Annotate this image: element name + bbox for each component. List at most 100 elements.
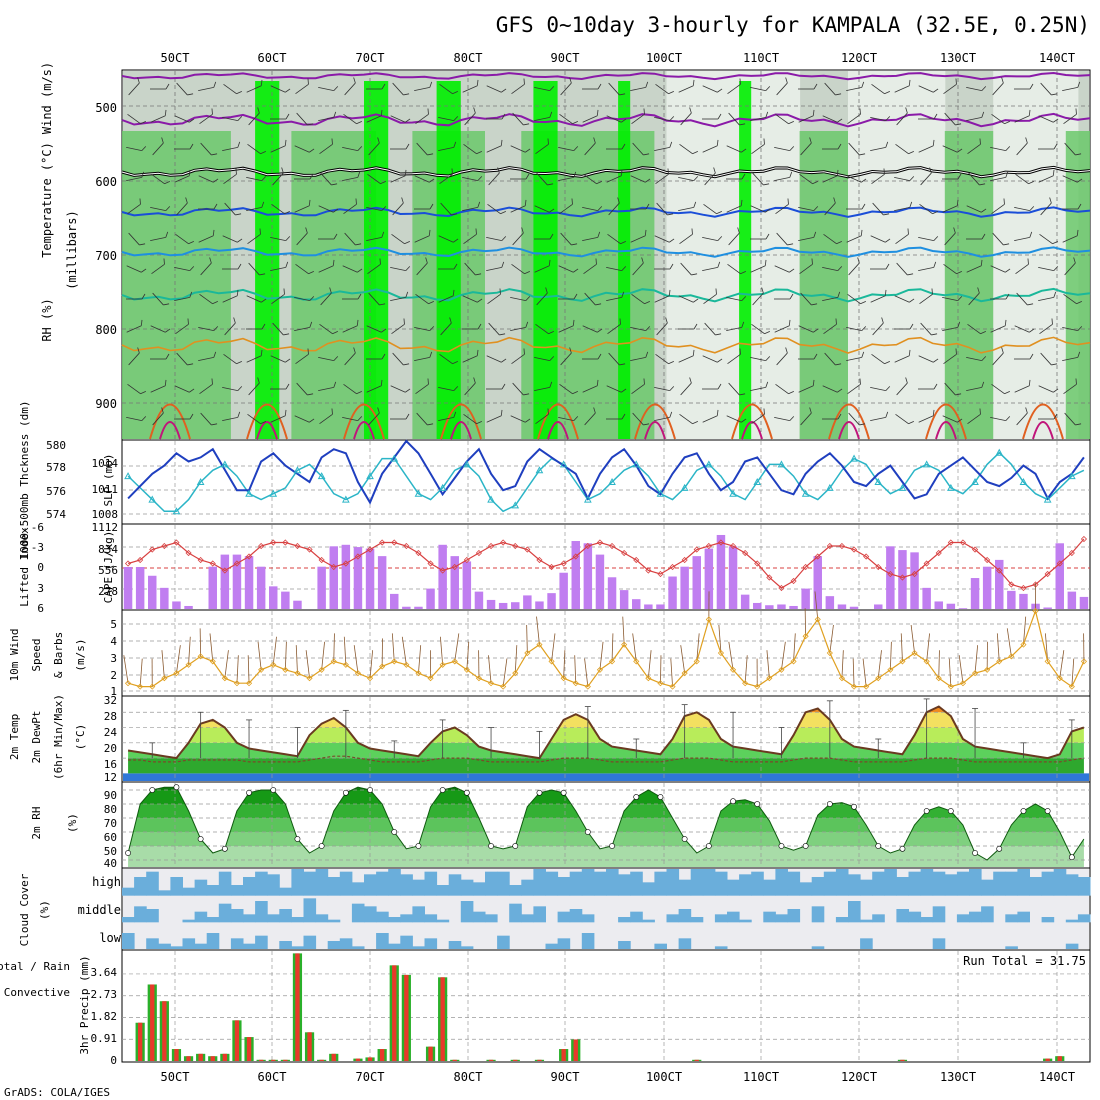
isotherm-30: [1032, 421, 1054, 440]
wind-barb: [391, 233, 410, 245]
wind-barb: [750, 356, 771, 362]
wind10m-barb: [502, 658, 508, 687]
cloud-cover-bar: [255, 901, 268, 923]
cloud-cover-bar: [690, 917, 704, 923]
cloud-cover-bar: [243, 914, 256, 923]
wind-barb: [870, 411, 889, 422]
wind-speed-point: [161, 675, 168, 682]
rh2m-point: [584, 829, 591, 835]
wind-speed-point: [137, 683, 144, 690]
wind-barb: [1040, 197, 1052, 216]
wind-speed-point: [681, 670, 688, 677]
cloud-cover-bar: [170, 946, 183, 949]
wind-barb: [990, 416, 1011, 422]
wind-barb: [487, 203, 506, 215]
wind-barb: [1038, 385, 1059, 393]
wind-barb: [942, 415, 963, 423]
wind-barb: [822, 115, 843, 123]
wind-barb: [774, 146, 795, 152]
wind-barb: [752, 172, 770, 186]
wind10m-label-3: & Barbs: [52, 632, 65, 678]
wind-barb: [608, 352, 626, 366]
cloud-cover-bar: [194, 943, 208, 949]
cape-bar: [801, 588, 810, 609]
wind-barb: [750, 86, 771, 92]
precip-convective-bar: [295, 953, 300, 1061]
wind-barb: [894, 176, 915, 182]
wind10m-ylabels: 10m Wind Speed & Barbs (m/s): [8, 629, 87, 682]
wind10m-barb: [1071, 658, 1075, 687]
cloud-cover-bar: [303, 898, 317, 923]
precip-tick: 3.64: [91, 966, 118, 979]
precip-units: 3hr Precip (mm): [78, 955, 91, 1054]
cloud-cover-bar: [1005, 871, 1018, 896]
wind-barb: [150, 109, 167, 123]
cloud-cover-bar: [1005, 946, 1018, 949]
cloud-cover-bar: [460, 901, 474, 923]
rh2m-point: [342, 789, 349, 796]
wind-speed-point: [1056, 675, 1063, 682]
temp-tick: 20: [104, 742, 117, 755]
cape-bar: [559, 572, 568, 609]
rh2m-point: [488, 843, 494, 849]
cloud-cover-bar: [485, 914, 498, 923]
wind-speed-point: [197, 653, 204, 660]
li-point: [802, 563, 809, 571]
precip-convective-bar: [186, 1056, 191, 1061]
cloud-cover-bar: [956, 914, 970, 923]
rh2m-point: [754, 801, 761, 807]
temp2m-label-1: 2m Temp: [8, 714, 21, 760]
li-point: [790, 577, 797, 585]
wind-barb: [702, 113, 722, 120]
li-point: [850, 546, 858, 553]
rh2m-ylabels: 2m RH (%): [30, 806, 79, 839]
precip-convective-bar: [150, 984, 155, 1061]
cloud-cover-bar: [618, 941, 631, 949]
wind-barb: [1014, 325, 1035, 333]
wind10m-barb: [176, 645, 181, 674]
cloud-cover-bar: [884, 869, 897, 896]
rh-tick: 40: [104, 857, 117, 870]
wind-speed-point: [705, 616, 712, 623]
precip-convective-bar: [537, 1059, 542, 1061]
cloud-cover-bar: [243, 877, 256, 896]
wind-barb: [462, 201, 481, 212]
wind-barb: [582, 83, 602, 90]
wind-speed-point: [415, 670, 422, 677]
thickness-point: [971, 477, 979, 485]
wind10m-barb: [622, 616, 625, 645]
wind-barb: [991, 113, 1010, 125]
li-point: [294, 542, 301, 550]
cloud-cover-bar: [315, 914, 329, 923]
rh2m-point: [197, 836, 204, 842]
wind-barb: [366, 231, 385, 242]
precip-convective-bar: [428, 1046, 433, 1061]
rh-saturated-region: [618, 81, 631, 439]
wind-barb: [679, 143, 698, 155]
wind-barb: [174, 115, 195, 123]
thickness-point: [390, 454, 399, 462]
wind-barb: [990, 171, 1009, 182]
wind-barb: [966, 111, 985, 122]
wind-barb: [894, 79, 911, 93]
cape-bar: [426, 588, 435, 609]
wind-barb: [246, 323, 266, 330]
rh2m-point: [270, 787, 277, 793]
cloud-cover-bar: [400, 874, 413, 896]
li-point: [935, 549, 942, 557]
li-point: [1044, 570, 1051, 578]
li-point: [270, 539, 277, 546]
wind-barb: [608, 82, 626, 96]
cape-bar: [958, 608, 968, 609]
wind-barb: [606, 291, 625, 302]
li-tick: 0: [37, 561, 44, 574]
cloud-cover-bar: [581, 914, 595, 923]
rh2m-point: [947, 808, 954, 814]
cloud-cover-bar: [763, 879, 776, 896]
wind-barb: [1014, 206, 1035, 212]
li-point: [584, 542, 591, 550]
wind-speed-point: [500, 683, 507, 690]
wind-barb: [462, 176, 483, 182]
thickness-point: [124, 472, 132, 480]
rh2m-point: [802, 843, 809, 849]
